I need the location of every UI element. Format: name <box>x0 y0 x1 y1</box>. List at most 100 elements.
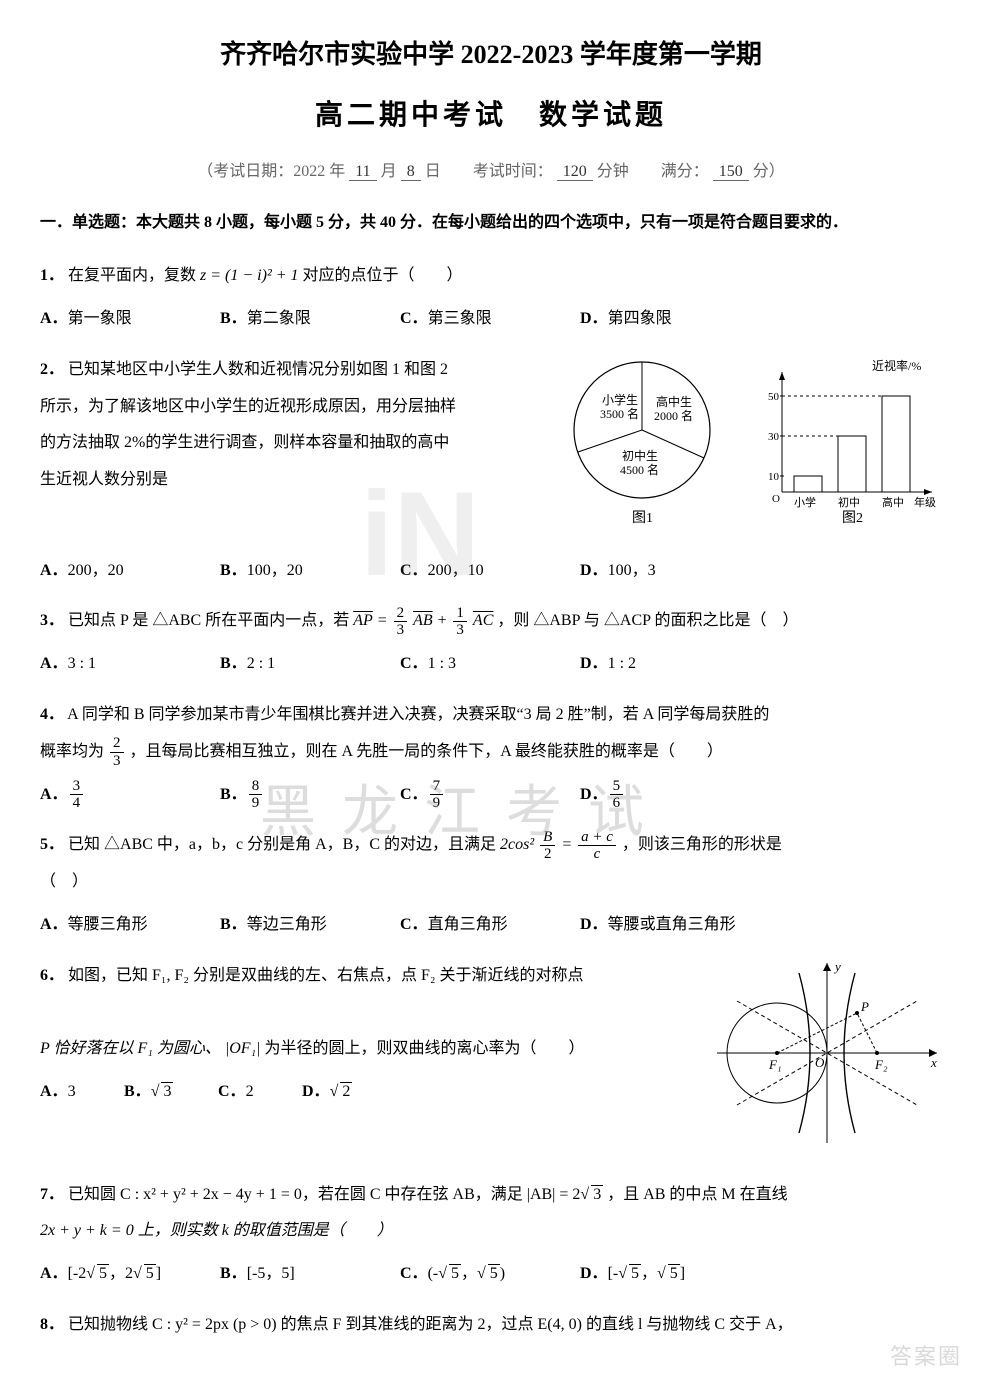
q1-text-b: 对应的点位于（ ） <box>303 267 463 284</box>
svg-text:初中生: 初中生 <box>622 448 658 463</box>
q1-text-a: 在复平面内，复数 <box>68 267 200 284</box>
q2-charts-svg: 小学生 3500 名 高中生 2000 名 初中生 4500 名 图1 近视率/… <box>562 352 942 532</box>
corner-mark: 答案圈 <box>890 1336 962 1378</box>
svg-text:F₂: F₂ <box>874 1057 888 1072</box>
q7-num: 7． <box>40 1186 64 1203</box>
q4-opt-d: D．56 <box>580 777 720 814</box>
svg-text:小学生: 小学生 <box>602 392 638 407</box>
q3-opt-c: C．1 : 3 <box>400 646 540 683</box>
svg-text:F₁: F₁ <box>768 1057 781 1072</box>
q1-opt-b: B．第二象限 <box>220 301 360 338</box>
q4-opt-a: A．34 <box>40 777 180 814</box>
q2-figures: 小学生 3500 名 高中生 2000 名 初中生 4500 名 图1 近视率/… <box>562 352 942 547</box>
exam-info: （考试日期：2022 年 11 月 8 日 考试时间： 120 分钟 满分： 1… <box>40 157 942 187</box>
q1-math: z = (1 − i)² + 1 <box>200 267 299 284</box>
q3-text-a: 已知点 P 是 △ABC 所在平面内一点，若 <box>68 612 353 629</box>
info-mid2: 日 考试时间： <box>425 163 553 180</box>
q2-l1: 已知某地区中小学生人数和近视情况分别如图 1 和图 2 <box>68 361 448 378</box>
svg-text:图1: 图1 <box>632 511 653 526</box>
q3-num: 3． <box>40 612 64 629</box>
question-4: 4． A 同学和 B 同学参加某市青少年围棋比赛并进入决赛，决赛采取“3 局 2… <box>40 697 942 813</box>
svg-text:初中: 初中 <box>838 495 860 509</box>
svg-text:小学: 小学 <box>794 495 816 509</box>
q3-opt-d: D．1 : 2 <box>580 646 720 683</box>
q7-opt-b: B．[-5，5] <box>220 1256 360 1293</box>
q2-l4: 生近视人数分别是 <box>40 471 168 488</box>
svg-text:O: O <box>772 493 780 505</box>
info-mid1: 月 <box>381 163 397 180</box>
q6-figure: x y F₁ F₂ O P <box>712 958 942 1163</box>
question-7: 7． 已知圆 C : x² + y² + 2x − 4y + 1 = 0，若在圆… <box>40 1177 942 1293</box>
svg-text:x: x <box>930 1055 937 1070</box>
exam-duration: 120 <box>557 163 593 181</box>
q2-l2: 所示，为了解该地区中小学生的近视形成原因，用分层抽样 <box>40 398 456 415</box>
q7-l1a: 已知圆 C : x² + y² + 2x − 4y + 1 = 0，若在圆 C … <box>68 1186 580 1203</box>
q5-opt-d: D．等腰或直角三角形 <box>580 907 736 944</box>
q6-l2b: |OF₁| <box>225 1040 261 1057</box>
q6-opt-d: D．√2 <box>302 1074 372 1111</box>
exam-fullscore: 150 <box>713 163 749 181</box>
svg-text:年级: 年级 <box>914 495 936 509</box>
q3-vec-ab: AB <box>413 612 433 629</box>
q3-text-b: ，则 △ABP 与 △ACP 的面积之比是（ ） <box>497 612 798 629</box>
svg-text:50: 50 <box>768 391 780 403</box>
q5-opt-c: C．直角三角形 <box>400 907 540 944</box>
q3-vec-ac: AC <box>473 612 493 629</box>
q2-opt-d: D．100，3 <box>580 553 720 590</box>
question-6: x y F₁ F₂ O P 6． 如图，已知 F <box>40 958 942 1163</box>
info-prefix: （考试日期：2022 年 <box>197 163 345 180</box>
q3-vec-ap: AP <box>353 612 373 629</box>
doc-title-line1: 齐齐哈尔市实验中学 2022-2023 学年度第一学期 <box>40 30 942 79</box>
q2-opt-a: A．200，20 <box>40 553 180 590</box>
q2-l3: 的方法抽取 2%的学生进行调查，则样本容量和抽取的高中 <box>40 434 449 451</box>
svg-text:近视率/%: 近视率/% <box>872 358 921 373</box>
svg-text:高中生: 高中生 <box>656 394 692 409</box>
q6-opt-c: C．2 <box>218 1074 278 1111</box>
question-1: 1． 在复平面内，复数 z = (1 − i)² + 1 对应的点位于（ ） A… <box>40 258 942 338</box>
q5-text-b: ，则该三角形的形状是 <box>622 836 782 853</box>
question-2: 小学生 3500 名 高中生 2000 名 初中生 4500 名 图1 近视率/… <box>40 352 942 590</box>
q6-l2a: P 恰好落在以 F₁ 为圆心、 <box>40 1040 221 1057</box>
svg-text:高中: 高中 <box>882 495 904 509</box>
svg-text:2000 名: 2000 名 <box>654 408 693 423</box>
q5-opt-a: A．等腰三角形 <box>40 907 180 944</box>
q5-opt-b: B．等边三角形 <box>220 907 360 944</box>
q7-opt-d: D．[-√5，√5] <box>580 1256 720 1293</box>
q6-num: 6． <box>40 967 64 984</box>
svg-text:30: 30 <box>768 431 780 443</box>
question-3: 3． 已知点 P 是 △ABC 所在平面内一点，若 AP = 23 AB + 1… <box>40 603 942 683</box>
q6-opt-b: B．√3 <box>124 1074 194 1111</box>
q1-num: 1． <box>40 267 64 284</box>
q4-opt-c: C．79 <box>400 777 540 814</box>
q6-l1: 如图，已知 F₁, F₂ 分别是双曲线的左、右焦点，点 F₂ 关于渐近线的对称点 <box>68 967 583 984</box>
info-suffix: 分） <box>753 163 785 180</box>
doc-title-line2: 高二期中考试 数学试题 <box>40 89 942 142</box>
section-1-head: 一．单选题：本大题共 8 小题，每小题 5 分，共 40 分．在每小题给出的四个… <box>40 205 942 240</box>
q7-opt-c: C．(-√5，√5) <box>400 1256 540 1293</box>
q3-opt-a: A．3 : 1 <box>40 646 180 683</box>
q4-opt-b: B．89 <box>220 777 360 814</box>
q4-l2b: ，且每局比赛相互独立，则在 A 先胜一局的条件下，A 最终能获胜的概率是（ ） <box>130 743 723 760</box>
q7-opt-a: A．[-2√5，2√5] <box>40 1256 180 1293</box>
exam-day: 8 <box>401 163 421 181</box>
q2-num: 2． <box>40 361 64 378</box>
question-5: 5． 已知 △ABC 中，a，b，c 分别是角 A，B，C 的对边，且满足 2c… <box>40 827 942 943</box>
q6-hyperbola-svg: x y F₁ F₂ O P <box>712 958 942 1148</box>
q2-opt-c: C．200，10 <box>400 553 540 590</box>
q4-num: 4． <box>40 706 64 723</box>
q7-l1c: ，且 AB 的中点 M 在直线 <box>607 1186 787 1203</box>
exam-month: 11 <box>349 163 376 181</box>
q6-opt-a: A．3 <box>40 1074 100 1111</box>
svg-text:O: O <box>815 1055 825 1070</box>
svg-text:图2: 图2 <box>842 511 863 526</box>
svg-text:y: y <box>833 959 841 974</box>
svg-text:P: P <box>860 999 869 1014</box>
q4-l1: A 同学和 B 同学参加某市青少年围棋比赛并进入决赛，决赛采取“3 局 2 胜”… <box>67 706 769 723</box>
q5-paren: （ ） <box>40 873 88 890</box>
q7-l2: 2x + y + k = 0 上，则实数 k 的取值范围是（ ） <box>40 1222 393 1239</box>
q4-l2a: 概率均为 <box>40 743 108 760</box>
q5-num: 5． <box>40 836 64 853</box>
q2-opt-b: B．100，20 <box>220 553 360 590</box>
q5-lhs-coef: 2cos² <box>500 836 534 853</box>
q1-opt-c: C．第三象限 <box>400 301 540 338</box>
